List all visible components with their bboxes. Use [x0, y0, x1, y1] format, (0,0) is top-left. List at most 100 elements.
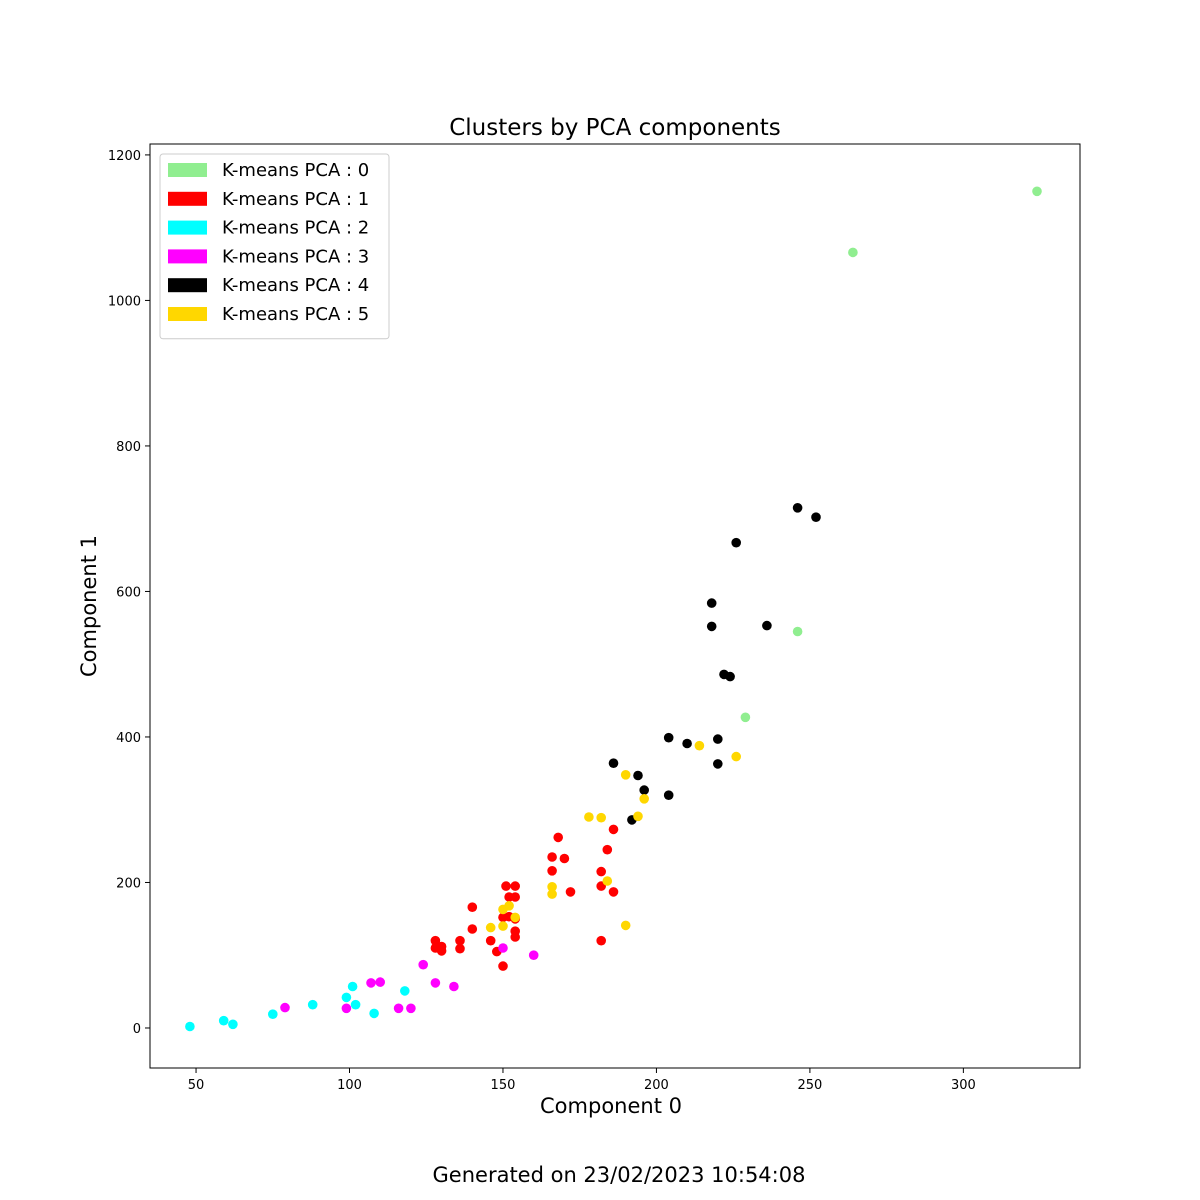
x-tick-label: 150	[491, 1078, 516, 1093]
data-point	[498, 921, 508, 931]
data-point	[602, 844, 613, 855]
plot-area-frame	[149, 143, 1081, 1069]
data-point	[498, 961, 508, 971]
y-tick-label: 0	[133, 1022, 141, 1037]
data-point	[608, 824, 619, 835]
legend-label: K-means PCA : 1	[222, 189, 369, 210]
data-point	[584, 812, 594, 822]
data-point	[393, 1003, 404, 1014]
data-point	[498, 943, 508, 953]
legend-label: K-means PCA : 4	[222, 275, 369, 296]
data-point	[467, 924, 478, 934]
series-4	[608, 503, 821, 825]
data-point	[706, 598, 717, 608]
data-point	[608, 758, 619, 768]
x-tick-label: 250	[797, 1078, 822, 1093]
chart-title: Clusters by PCA components	[449, 115, 781, 141]
data-point	[430, 935, 441, 946]
data-point	[455, 935, 465, 946]
data-point	[218, 1015, 229, 1026]
data-point	[663, 732, 674, 743]
data-point	[341, 992, 352, 1003]
data-point	[639, 785, 649, 795]
y-tick-label: 200	[116, 876, 141, 891]
data-point	[663, 790, 674, 800]
data-point	[740, 712, 751, 723]
data-point	[792, 503, 803, 513]
data-point	[713, 734, 723, 744]
data-point	[498, 904, 508, 915]
data-point	[366, 978, 376, 988]
data-point	[731, 751, 741, 762]
generated-footer: Generated on 23/02/2023 10:54:08	[433, 1163, 806, 1187]
data-point	[185, 1021, 195, 1032]
y-tick-label: 1200	[108, 149, 141, 164]
data-point	[565, 887, 576, 897]
data-point	[602, 876, 613, 886]
data-point	[731, 537, 741, 548]
data-point	[547, 866, 557, 876]
y-tick-label: 1000	[108, 294, 141, 309]
data-point	[280, 1002, 290, 1013]
legend: K-means PCA : 0 K-means PCA : 1 K-means PC…	[159, 153, 390, 340]
series-0	[740, 186, 1042, 723]
y-axis-label: Component 1	[77, 535, 101, 677]
data-point	[633, 811, 643, 822]
legend-label: K-means PCA : 3	[222, 246, 369, 267]
data-point	[510, 881, 520, 891]
data-point	[596, 866, 606, 877]
legend-swatch	[168, 249, 207, 264]
data-point	[375, 977, 386, 987]
points-layer	[185, 186, 1042, 1032]
data-point	[501, 881, 511, 891]
data-point	[547, 852, 557, 862]
legend-swatch	[168, 307, 207, 321]
data-point	[639, 794, 649, 804]
data-point	[350, 999, 361, 1010]
data-point	[608, 887, 619, 897]
data-point	[848, 247, 858, 258]
data-point	[553, 832, 563, 843]
legend-swatch	[168, 191, 207, 206]
data-point	[811, 512, 821, 522]
data-point	[347, 981, 358, 992]
legend-swatch	[168, 220, 207, 235]
data-point	[762, 620, 772, 631]
data-point	[528, 950, 539, 960]
data-point	[682, 738, 692, 749]
data-point	[510, 912, 520, 923]
x-tick-label: 200	[644, 1078, 669, 1093]
legend-swatch	[168, 163, 207, 177]
data-point	[510, 892, 520, 902]
y-tick-label: 600	[116, 585, 141, 600]
data-point	[694, 740, 705, 751]
data-point	[400, 986, 410, 996]
data-point	[485, 922, 496, 933]
legend-label: K-means PCA : 0	[222, 160, 369, 181]
data-point	[268, 1009, 278, 1019]
legend-label: K-means PCA : 5	[222, 304, 369, 325]
data-point	[547, 889, 557, 899]
legend-frame	[159, 153, 390, 340]
data-point	[455, 943, 465, 954]
data-point	[713, 759, 723, 769]
data-point	[706, 621, 717, 632]
data-point	[596, 812, 606, 823]
data-point	[620, 770, 631, 780]
data-point	[341, 1003, 352, 1014]
data-point	[792, 626, 803, 637]
data-point	[725, 671, 735, 682]
series-3	[280, 943, 539, 1014]
data-point	[467, 902, 478, 912]
data-point	[449, 981, 459, 992]
legend-label: K-means PCA : 2	[222, 218, 369, 239]
x-tick-label: 100	[337, 1078, 362, 1093]
data-point	[436, 946, 447, 956]
data-point	[485, 935, 496, 946]
x-axis-label: Component 0	[540, 1094, 682, 1118]
data-point	[418, 959, 429, 970]
x-tick-label: 300	[951, 1078, 976, 1093]
data-point	[307, 999, 318, 1010]
data-point	[559, 853, 570, 864]
